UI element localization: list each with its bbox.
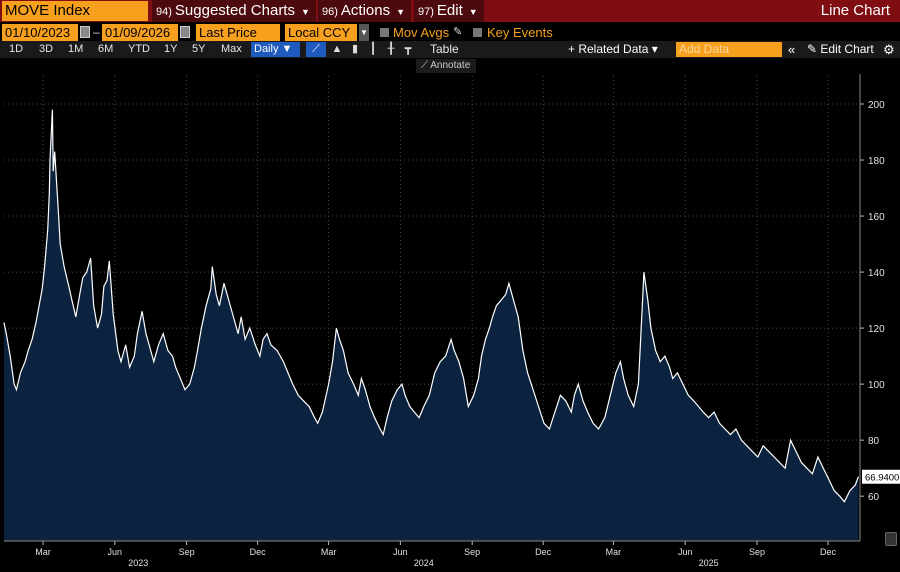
x-tick-label: Sep	[749, 547, 765, 557]
frequency-select[interactable]: Daily ▼	[251, 42, 300, 57]
candle-chart-icon[interactable]: ┃	[369, 43, 377, 55]
y-tick-label: 160	[868, 212, 885, 223]
panel-toggle-icon[interactable]	[885, 532, 897, 546]
table-button[interactable]: Table	[430, 42, 459, 56]
y-tick-label: 200	[868, 100, 885, 111]
x-year-label: 2023	[128, 558, 148, 568]
calendar-icon[interactable]	[80, 26, 90, 38]
date-separator: –	[93, 25, 100, 39]
suggested-charts-label: Suggested Charts	[174, 2, 295, 19]
range-toolbar: 1D 3D 1M 6M YTD 1Y 5Y Max Daily ▼ ⟋ ▲ ▮ …	[0, 41, 900, 58]
chevron-down-icon: ▼	[396, 7, 406, 17]
ohlc-chart-icon[interactable]: ╂	[387, 43, 395, 55]
related-data-button[interactable]: + Related Data ▾	[568, 42, 658, 56]
last-value-box	[862, 469, 900, 484]
y-tick-label: 180	[868, 156, 885, 167]
x-tick-label: Dec	[250, 547, 267, 557]
chart-type-title: Line Chart	[820, 2, 890, 19]
y-tick-label: 120	[868, 324, 885, 335]
range-1m[interactable]: 1M	[68, 43, 84, 55]
bar-chart-icon[interactable]: ▮	[351, 43, 359, 55]
collapse-icon[interactable]: «	[788, 42, 796, 57]
date-field-row: 01/10/2023 – 01/09/2026 Last Price Local…	[0, 24, 900, 42]
series-line	[3, 109, 859, 503]
x-tick-label: Jun	[678, 547, 693, 557]
line-chart-icon[interactable]: ⟋	[306, 42, 326, 57]
y-tick-label: 60	[868, 492, 880, 503]
suggested-charts-number: 94)	[156, 6, 172, 18]
range-ytd[interactable]: YTD	[128, 43, 150, 55]
start-date-input[interactable]: 01/10/2023	[2, 24, 78, 41]
pencil-icon: ⟋	[421, 60, 431, 71]
y-tick-label: 80	[868, 436, 880, 447]
field-select[interactable]: Last Price	[196, 24, 280, 41]
x-year-label: 2025	[699, 558, 719, 568]
edit-number: 97)	[418, 6, 434, 18]
series-area	[4, 109, 859, 541]
top-bar: MOVE Index 94) Suggested Charts ▼ 96) Actio…	[0, 0, 900, 22]
chevron-down-icon[interactable]: ▼	[359, 24, 369, 41]
x-tick-label: Sep	[179, 547, 195, 557]
x-tick-label: Dec	[535, 547, 552, 557]
x-tick-label: Mar	[606, 547, 622, 557]
currency-select[interactable]: Local CCY	[285, 24, 357, 41]
last-value-label: 66.9400	[865, 473, 899, 484]
chevron-down-icon: ▼	[468, 7, 478, 17]
x-axis: Mar Jun Sep Dec Mar Jun Sep Dec Mar Jun Sep Dec 2023…	[4, 540, 860, 568]
chevron-down-icon: ▼	[300, 7, 310, 17]
mov-avgs-checkbox[interactable]	[380, 28, 389, 37]
end-date-input[interactable]: 01/09/2026	[102, 24, 178, 41]
key-events-label[interactable]: Key Events	[487, 25, 553, 40]
x-tick-label: Sep	[464, 547, 480, 557]
table-view-icon[interactable]: ┳	[404, 43, 412, 55]
x-tick-label: Jun	[108, 547, 123, 557]
annotate-button[interactable]: ⟋ Annotate	[416, 59, 476, 73]
x-tick-label: Mar	[35, 547, 51, 557]
range-1y[interactable]: 1Y	[164, 43, 178, 55]
gear-icon[interactable]: ⚙	[883, 42, 895, 57]
range-3d[interactable]: 3D	[39, 43, 54, 55]
y-axis: 60 80 100 120 140 160 180 200	[859, 74, 885, 541]
range-1d[interactable]: 1D	[9, 43, 24, 55]
y-tick-label: 140	[868, 268, 885, 279]
annotate-label: Annotate	[430, 60, 471, 71]
actions-button[interactable]: 96) Actions ▼	[318, 0, 412, 22]
y-tick-label: 100	[868, 380, 885, 391]
actions-label: Actions	[340, 2, 391, 19]
x-year-label: 2024	[414, 558, 434, 568]
suggested-charts-button[interactable]: 94) Suggested Charts ▼	[152, 0, 316, 22]
x-tick-label: Mar	[321, 547, 337, 557]
range-5y[interactable]: 5Y	[192, 43, 206, 55]
x-tick-label: Dec	[820, 547, 837, 557]
last-value-marker: 66.9400	[862, 469, 900, 484]
range-max[interactable]: Max	[221, 43, 242, 55]
mov-avgs-label[interactable]: Mov Avgs	[393, 25, 450, 40]
mountain-chart-icon[interactable]: ▲	[331, 43, 343, 55]
range-6m[interactable]: 6M	[98, 43, 114, 55]
edit-label: Edit	[436, 2, 463, 19]
actions-number: 96)	[322, 6, 338, 18]
pencil-icon[interactable]: ✎	[453, 26, 463, 38]
x-tick-label: Jun	[393, 547, 408, 557]
key-events-checkbox[interactable]	[473, 28, 482, 37]
edit-chart-button[interactable]: ✎ Edit Chart	[807, 42, 874, 56]
add-data-input[interactable]: Add Data	[676, 42, 782, 57]
edit-button[interactable]: 97) Edit ▼	[414, 0, 484, 22]
calendar-icon[interactable]	[180, 26, 190, 38]
ticker-input[interactable]: MOVE Index	[2, 1, 148, 21]
